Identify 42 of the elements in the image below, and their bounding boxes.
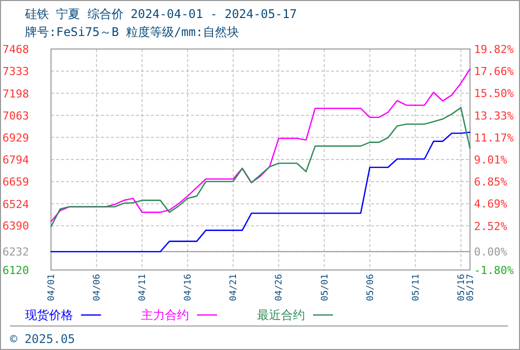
chart-title: 硅铁 宁夏 综合价 2024-04-01 - 2024-05-17 (24, 7, 297, 21)
y2-tick-label: 15.50% (474, 87, 514, 100)
y-tick-label: 7198 (2, 87, 29, 100)
y-tick-label: 7063 (2, 109, 29, 122)
y2-tick-label: 11.17% (474, 131, 514, 144)
legend-label: 最近合约 (257, 308, 305, 322)
legend-label: 现货价格 (25, 308, 73, 322)
y2-tick-label: 13.33% (474, 109, 514, 122)
y-tick-label: 6659 (2, 176, 29, 189)
y2-tick-label: 2.52% (474, 220, 508, 233)
chart-subtitle: 牌号:FeSi75～B 粒度等级/mm:自然块 (25, 25, 239, 39)
x-tick-label: 04/06 (92, 274, 103, 302)
x-tick-label: 05/01 (320, 274, 330, 302)
y2-tick-label: 9.01% (474, 154, 508, 166)
line-series (50, 68, 471, 222)
y-tick-label: 6794 (2, 154, 30, 166)
y-tick-label: 6390 (2, 220, 29, 233)
legend-label: 主力合约 (141, 308, 189, 322)
y-tick-label: 6120 (2, 264, 29, 277)
text: © 2025.05 (10, 332, 76, 346)
x-tick-label: 04/01 (47, 274, 57, 302)
y-tick-label: 7333 (2, 65, 29, 78)
x-tick-label: 05/11 (411, 274, 422, 302)
y-tick-label: 6929 (2, 131, 29, 144)
y2-tick-label: 19.82% (474, 43, 514, 56)
y2-tick-label: 0.00% (474, 246, 508, 259)
x-tick-label: 04/26 (274, 274, 285, 302)
x-tick-label: 05/06 (366, 274, 376, 302)
y2-tick-label: 4.69% (474, 198, 508, 211)
line-series (50, 132, 471, 252)
x-tick-label: 04/21 (229, 274, 240, 302)
x-tick-label: 04/11 (138, 274, 148, 302)
x-tick-label: 04/16 (184, 274, 194, 302)
x-tick-label: 05/17 (466, 274, 476, 302)
y2-tick-label: 17.66% (474, 65, 514, 78)
y2-tick-label: -1.80% (474, 264, 514, 277)
line-series (50, 107, 471, 228)
y-tick-label: 7468 (2, 43, 29, 56)
x-tick-label: 05/16 (456, 274, 467, 302)
y2-tick-label: 6.85% (474, 176, 508, 189)
y-tick-label: 6232 (2, 246, 29, 259)
y-tick-label: 6524 (2, 198, 30, 211)
